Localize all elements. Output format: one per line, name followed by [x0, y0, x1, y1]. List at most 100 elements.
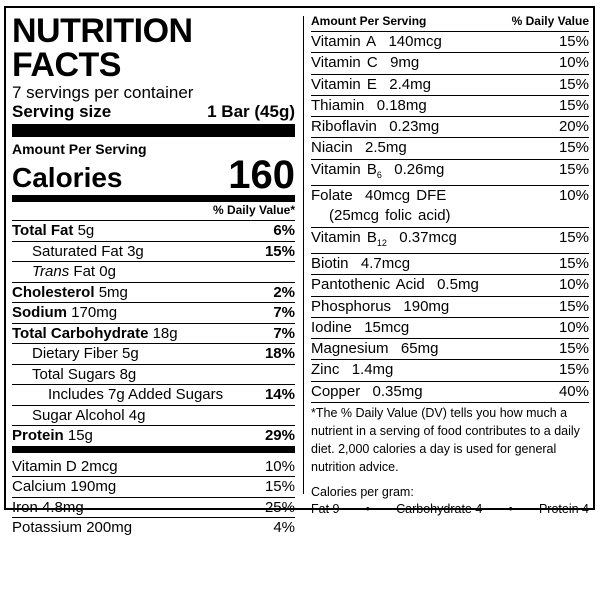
serving-size-label: Serving size: [12, 102, 112, 121]
micronutrient-name: Vitamin B: [311, 160, 377, 178]
servings-per-container: 7 servings per container: [12, 83, 194, 102]
micronutrient-dv: 15%: [558, 254, 589, 272]
nutrient-name: Total Fat: [12, 222, 74, 239]
micronutrient-row: Vitamin B12 0.37mcg 15%: [311, 228, 589, 254]
nutrient-row-total-carbohydrate: Total Carbohydrate 18g 7%: [12, 324, 295, 344]
micronutrient-dv: 15%: [558, 160, 589, 178]
micronutrient-row: Pantothenic Acid 0.5mg 10%: [311, 275, 589, 297]
micronutrient-label: Vitamin B6 0.26mg: [311, 160, 444, 185]
micronutrient-label: Magnesium 65mg: [311, 339, 438, 359]
micronutrient-amount: 2.5mg: [365, 139, 407, 157]
micronutrient-name: Biotin: [311, 254, 349, 272]
micronutrient-row: Magnesium 65mg 15%: [311, 339, 589, 361]
vitamin-name: Potassium 200mg: [12, 519, 133, 536]
nutrient-row-dietary-fiber: Dietary Fiber 5g 18%: [12, 344, 295, 365]
nutrient-name: Total Sugars: [32, 365, 116, 383]
nutrient-row-added-sugars: Includes 7g Added Sugars 14%: [12, 385, 295, 406]
nutrient-amount: 5g: [77, 222, 95, 239]
micronutrient-amount: 0.23mg: [389, 118, 440, 136]
right-column: Amount Per Serving % Daily Value Vitamin…: [311, 12, 589, 518]
nutrient-name: Sugar Alcohol: [32, 406, 125, 424]
micronutrient-row: Iodine 15mcg 10%: [311, 318, 589, 340]
nutrient-name: Saturated Fat: [32, 242, 123, 260]
nutrient-name: Dietary Fiber: [32, 345, 118, 362]
micronutrient-name: Vitamin B: [311, 228, 377, 246]
micronutrient-amount: 0.18mg: [376, 96, 427, 114]
vitamin-dv: 10%: [264, 457, 295, 475]
nutrient-row-total-sugars: Total Sugars 8g: [12, 365, 295, 385]
vitamin-row-iron: Iron 4.8mg 25%: [12, 498, 295, 518]
nutrient-amount: 18g: [152, 324, 178, 342]
calories-value: 160: [228, 153, 295, 197]
micronutrient-row: Folate 40mcg DFE (25mcg folic acid) 10%: [311, 186, 589, 228]
micronutrient-row: Riboflavin 0.23mg 20%: [311, 117, 589, 139]
micronutrient-row: Biotin 4.7mcg 15%: [311, 254, 589, 276]
micronutrient-label: Folate 40mcg DFE (25mcg folic acid): [311, 186, 451, 227]
micronutrient-name: Vitamin E: [311, 75, 377, 93]
micronutrient-dv: 15%: [558, 228, 589, 246]
micronutrient-label: Vitamin B12 0.37mcg: [311, 228, 457, 253]
calories-label: Calories: [12, 162, 123, 193]
vitamin-name: Iron 4.8mg: [12, 498, 84, 516]
micronutrient-amount: 65mg: [400, 340, 439, 358]
micronutrient-name: Magnesium: [311, 340, 389, 358]
label-title: NUTRITION FACTS: [12, 12, 193, 84]
nutrient-dv: 6%: [273, 222, 295, 239]
micronutrient-dv: 15%: [558, 75, 589, 93]
vitamin-row-potassium: Potassium 200mg 4%: [12, 518, 295, 538]
micronutrient-amount: 1.4mg: [351, 361, 394, 379]
footnote: *The % Daily Value (DV) tells you how mu…: [311, 406, 580, 475]
vitamin-dv: 15%: [264, 478, 295, 495]
nutrient-amount: 15g: [67, 427, 93, 444]
cpg-fat: Fat 9: [311, 502, 340, 517]
thick-divider: [12, 124, 295, 137]
micronutrient-label: Thiamin 0.18mg: [311, 96, 427, 116]
micronutrient-dv: 20%: [558, 118, 589, 136]
micronutrient-amount: 0.26mg: [394, 160, 445, 178]
micronutrient-name: Vitamin A: [311, 33, 377, 50]
nutrient-name: Sodium: [12, 304, 67, 321]
nutrient-amount: 3g: [127, 242, 144, 260]
vitamin-name: Calcium 190mg: [12, 478, 117, 495]
daily-value-header-right: % Daily Value: [511, 14, 589, 28]
vitamin-row-calcium: Calcium 190mg 15%: [12, 477, 295, 498]
right-header: Amount Per Serving % Daily Value: [311, 12, 589, 32]
nutrient-amount: 170mg: [71, 304, 118, 321]
micronutrient-row: Vitamin B6 0.26mg 15%: [311, 160, 589, 187]
nutrient-name: Protein: [12, 427, 64, 444]
micronutrient-list: Vitamin A 140mcg 15% Vitamin C 9mg 10% Vitam…: [311, 32, 589, 404]
vitamin-row-d: Vitamin D 2mcg 10%: [12, 457, 295, 477]
medium-divider: [12, 195, 295, 202]
bullet: •: [508, 502, 513, 517]
micronutrient-label: Vitamin C 9mg: [311, 53, 419, 73]
micronutrient-dv: 10%: [558, 54, 589, 72]
micronutrient-label: Iodine 15mcg: [311, 318, 409, 338]
left-column: NUTRITION FACTS 7 servings per container…: [12, 12, 295, 538]
cpg-values: Fat 9 • Carbohydrate 4 • Protein 4: [311, 501, 589, 518]
micronutrient-amount: 4.7mcg: [360, 254, 411, 272]
column-divider: [303, 16, 304, 494]
nutrient-row-total-fat: Total Fat 5g 6%: [12, 221, 295, 242]
cpg-title: Calories per gram:: [311, 485, 414, 500]
nutrient-amount: 5g: [122, 345, 139, 362]
micronutrient-row: Vitamin A 140mcg 15%: [311, 32, 589, 54]
amount-per-serving: Amount Per Serving: [12, 141, 147, 157]
micronutrient-label: Phosphorus 190mg: [311, 297, 449, 317]
nutrient-row-sugar-alcohol: Sugar Alcohol 4g: [12, 406, 295, 426]
micronutrient-row: Niacin 2.5mg 15%: [311, 138, 589, 160]
micronutrient-row: Vitamin C 9mg 10%: [311, 53, 589, 75]
micronutrient-name: Vitamin C: [311, 54, 378, 72]
nutrition-label: NUTRITION FACTS 7 servings per container…: [4, 6, 595, 536]
micronutrient-dv: 10%: [558, 276, 589, 294]
micronutrient-name: Iodine: [311, 318, 352, 336]
micronutrient-label: Copper 0.35mg: [311, 382, 423, 402]
micronutrient-dv: 15%: [558, 33, 589, 50]
calories-per-gram: Calories per gram: Fat 9 • Carbohydrate …: [311, 484, 589, 518]
nutrient-dv: 2%: [273, 283, 295, 301]
micronutrient-dv: 15%: [558, 139, 589, 157]
micronutrient-name: Thiamin: [311, 96, 365, 114]
micronutrient-label: Riboflavin 0.23mg: [311, 117, 439, 137]
nutrient-amount: 8g: [119, 365, 137, 383]
micronutrient-row: Copper 0.35mg 40%: [311, 382, 589, 404]
micronutrient-amount: 9mg: [390, 54, 420, 72]
